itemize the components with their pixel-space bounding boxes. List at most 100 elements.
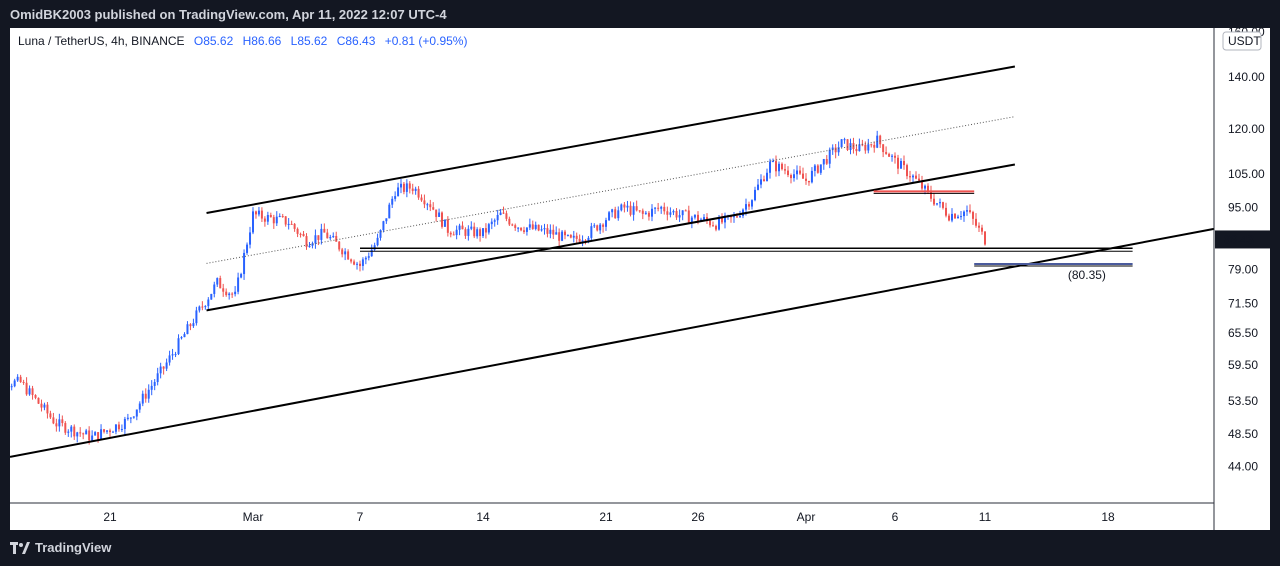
candle-body (590, 226, 593, 238)
publisher-line: OmidBK2003 published on TradingView.com,… (10, 7, 447, 22)
candle-body (566, 234, 569, 236)
candle-body (543, 228, 546, 230)
candle-body (942, 202, 944, 208)
candle-body (706, 217, 708, 221)
candle-body (22, 381, 25, 383)
candle-body (778, 163, 780, 172)
candle-body (171, 354, 174, 356)
chart-panel[interactable]: (80.35) 160.00140.00120.00105.0095.0079.… (10, 28, 1270, 530)
candle-body (781, 163, 783, 170)
candle-body (569, 234, 572, 238)
candle-body (452, 234, 455, 236)
candle-body (275, 216, 278, 224)
candle-body (183, 334, 186, 338)
candle-body (305, 236, 308, 248)
candle-body (302, 233, 305, 237)
price-chart[interactable]: (80.35) 160.00140.00120.00105.0095.0079.… (10, 28, 1270, 530)
candle-body (678, 215, 681, 218)
candle-body (254, 211, 257, 215)
candle-body (745, 204, 747, 210)
currency-box (1222, 31, 1262, 51)
candle-body (461, 225, 464, 230)
time-tick-label: 14 (476, 510, 490, 524)
candle-body (82, 433, 85, 435)
candle-body (150, 385, 153, 390)
candle-body (126, 417, 129, 419)
candle-body (614, 209, 617, 219)
candle-body (703, 217, 705, 220)
candle-body (159, 366, 162, 374)
candle-body (561, 231, 564, 241)
candle-body (894, 155, 896, 158)
price-tick-label: 79.00 (1228, 263, 1258, 277)
candle-body (296, 228, 299, 234)
candle-body (843, 139, 846, 141)
candle-body (85, 430, 88, 435)
brand-name: TradingView (35, 540, 112, 555)
candle-body (308, 245, 311, 248)
candle-body (347, 251, 350, 260)
candle-body (479, 229, 482, 237)
candle-body (822, 159, 825, 165)
candle-body (58, 419, 61, 427)
candle-body (984, 231, 986, 245)
candle-body (966, 210, 968, 212)
candle-body (754, 189, 756, 201)
candle-body (28, 388, 31, 395)
candle-body (502, 212, 505, 214)
price-tick-label: 71.50 (1228, 296, 1258, 310)
candle-body (945, 207, 947, 216)
candle-body (423, 200, 426, 205)
candle-body (153, 382, 156, 386)
candle-body (76, 432, 79, 437)
candle-body (458, 225, 461, 230)
candle-body (391, 198, 394, 205)
candle-body (455, 229, 458, 236)
time-tick-label: 6 (892, 510, 899, 524)
candle-body (635, 206, 638, 211)
candle-body (534, 224, 537, 229)
candle-body (657, 207, 660, 209)
candle-body (320, 228, 323, 240)
candle-body (490, 221, 493, 225)
time-axis[interactable]: 21 Mar 7 14 21 26 Apr 6 11 18 (103, 510, 1115, 524)
candle-body (123, 418, 126, 430)
candle-body (67, 431, 70, 433)
candle-body (338, 241, 341, 250)
price-tick-label: 44.00 (1228, 460, 1258, 474)
candle-body (969, 210, 971, 213)
candle-body (97, 432, 100, 440)
candle-body (891, 155, 894, 157)
candle-body (225, 291, 228, 296)
candle-body (402, 183, 405, 192)
candle-body (473, 226, 476, 237)
candle-body (605, 220, 607, 227)
candle-body (608, 212, 611, 221)
candle-body (687, 210, 690, 223)
candle-body (476, 229, 479, 237)
footer-bar: TradingView (0, 530, 1280, 566)
candle-body (207, 299, 210, 307)
candle-body (906, 165, 908, 177)
candle-body (523, 230, 525, 232)
candle-body (748, 204, 750, 207)
candle-body (103, 429, 106, 432)
candle-body (417, 188, 420, 198)
candle-body (204, 306, 207, 308)
price-axis[interactable]: 160.00140.00120.00105.0095.0079.0071.506… (1215, 28, 1270, 474)
candle-body (651, 208, 653, 217)
tradingview-brand[interactable]: TradingView (10, 540, 111, 555)
candle-body (88, 430, 91, 441)
candle-body (299, 233, 302, 235)
time-tick-label: 18 (1101, 510, 1115, 524)
time-tick-label: 26 (691, 510, 705, 524)
candle-body (918, 178, 920, 181)
candle-body (921, 180, 923, 189)
candle-body (531, 224, 534, 229)
candle-body (954, 213, 956, 219)
candle-body (549, 229, 552, 234)
candle-body (388, 204, 391, 219)
candle-body (272, 217, 275, 224)
candle-body (819, 164, 822, 173)
candle-body (903, 161, 905, 166)
